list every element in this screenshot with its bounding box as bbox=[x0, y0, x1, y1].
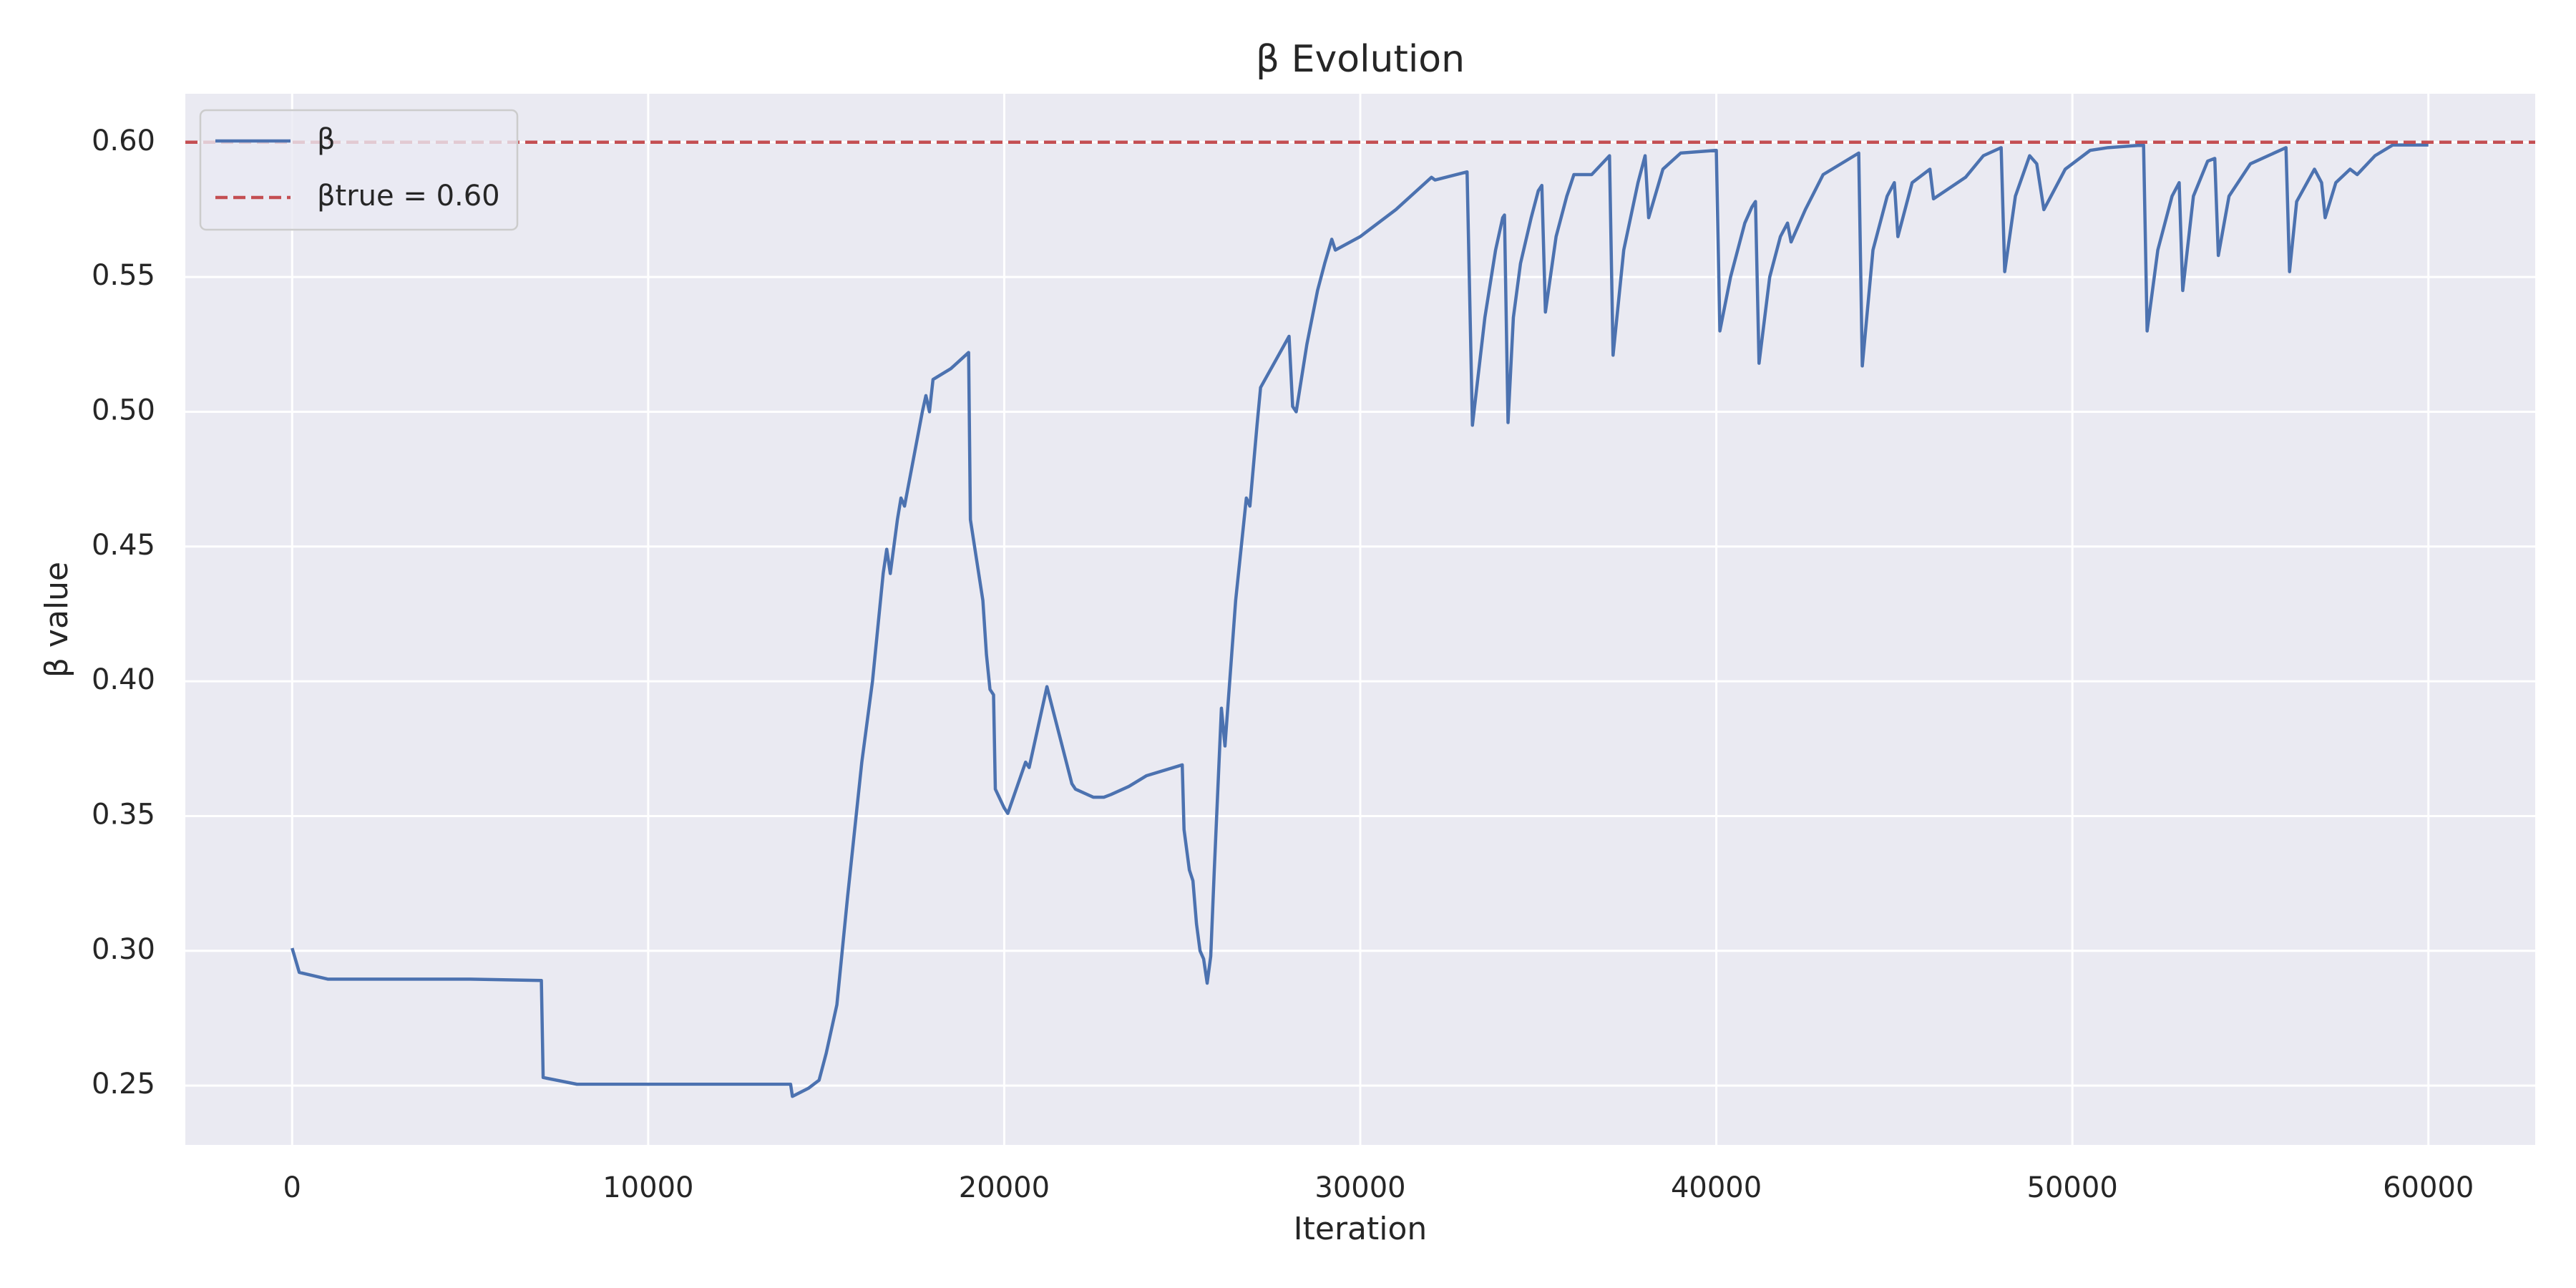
legend: β βtrue = 0.60 bbox=[199, 109, 519, 231]
y-tick-label: 0.40 bbox=[92, 663, 155, 696]
legend-label: β bbox=[317, 123, 336, 156]
data-line bbox=[291, 143, 2429, 1098]
y-tick-label: 0.55 bbox=[92, 259, 155, 292]
x-tick-label: 50000 bbox=[2027, 1171, 2118, 1204]
x-tick-label: 60000 bbox=[2383, 1171, 2474, 1204]
grid: 0 10000 20000 30000 40000 50000 60000 0.25 0.30 0… bbox=[92, 94, 2535, 1204]
x-tick-label: 40000 bbox=[1671, 1171, 1762, 1204]
y-tick-label: 0.60 bbox=[92, 125, 155, 157]
x-tick-label: 30000 bbox=[1314, 1171, 1405, 1204]
y-tick-label: 0.45 bbox=[92, 529, 155, 562]
marks bbox=[185, 140, 2535, 1098]
y-tick-label: 0.30 bbox=[92, 933, 155, 966]
legend-label: βtrue = 0.60 bbox=[317, 180, 500, 213]
y-tick-label: 0.50 bbox=[92, 394, 155, 426]
y-tick-label: 0.25 bbox=[92, 1068, 155, 1101]
y-tick-label: 0.35 bbox=[92, 798, 155, 831]
chart-title: β Evolution bbox=[1256, 38, 1465, 81]
y-axis-label: β value bbox=[39, 562, 75, 678]
x-tick-label: 20000 bbox=[959, 1171, 1050, 1204]
x-tick-label: 10000 bbox=[602, 1171, 693, 1204]
x-tick-label: 0 bbox=[283, 1171, 301, 1204]
x-axis-label: Iteration bbox=[1294, 1211, 1428, 1247]
